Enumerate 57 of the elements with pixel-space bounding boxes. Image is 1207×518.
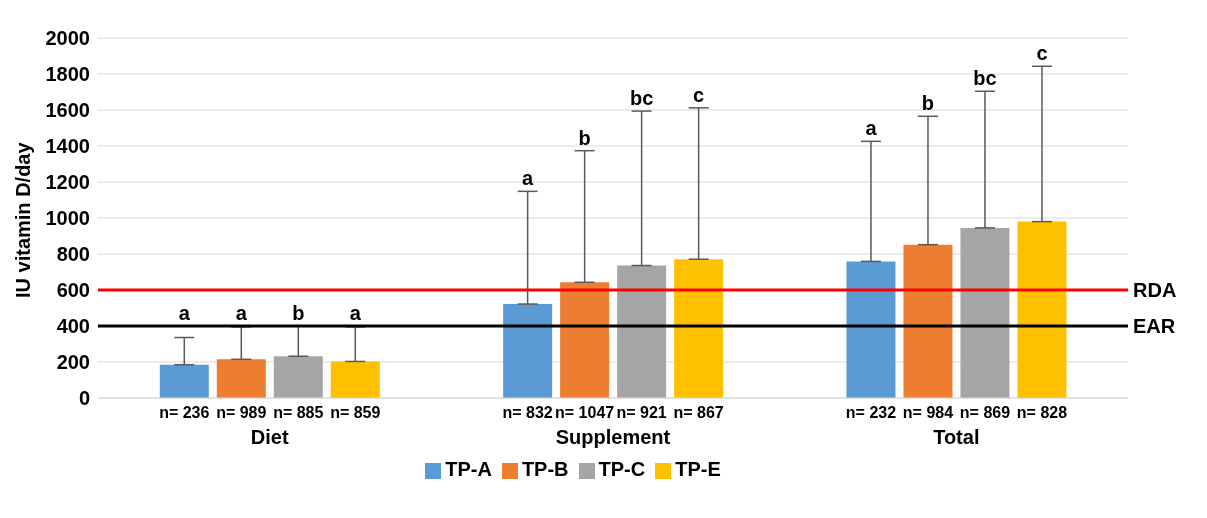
text: n= 921: [616, 404, 667, 421]
annotation: c: [1036, 42, 1048, 65]
x-tick-label: Total: [933, 426, 980, 448]
y-tick-label: 0: [78, 387, 90, 410]
legend-label: TP-C: [598, 458, 646, 480]
annotation: bc: [973, 67, 997, 90]
bar: [617, 265, 667, 398]
annotation: b: [292, 302, 305, 324]
bar: [846, 261, 896, 398]
bar: [674, 259, 724, 398]
legend-label: TP-B: [521, 458, 569, 480]
legend-label: TP-A: [445, 458, 492, 480]
y-tick-label: 1400: [45, 135, 90, 158]
annotation: a: [522, 167, 535, 190]
annotation: bc: [629, 87, 654, 110]
bar: [216, 359, 266, 398]
bar: [1017, 221, 1067, 398]
annotation: c: [693, 83, 705, 106]
y-tick-label: 1000: [45, 207, 90, 230]
y-tick-label: 200: [56, 351, 90, 374]
annotation: b: [921, 92, 935, 115]
y-tick-label: 2000: [45, 27, 90, 50]
bar: [560, 282, 610, 398]
y-tick-label: 1800: [45, 63, 90, 86]
text: n= 885: [273, 404, 324, 421]
bar: [903, 244, 953, 398]
ref-line-label: RDA: [1133, 279, 1177, 302]
bar: [159, 364, 209, 398]
y-tick-label: 800: [56, 243, 90, 266]
bar: [503, 304, 553, 398]
x-tick-label: Supplement: [555, 426, 671, 448]
text: n= 984: [902, 404, 954, 421]
annotation: a: [235, 302, 248, 324]
annotation: a: [349, 302, 362, 324]
y-tick-label: 1200: [45, 171, 90, 194]
y-axis-title: IU vitamin D/day: [12, 141, 35, 298]
annotation: b: [578, 126, 591, 149]
text: n= 236: [159, 404, 210, 421]
text: n= 869: [959, 404, 1011, 421]
bar: [273, 356, 323, 398]
annotation: a: [178, 302, 191, 324]
text: n= 232: [845, 404, 897, 421]
text: n= 859: [330, 404, 381, 421]
text: n= 1047: [555, 404, 615, 421]
legend-label: TP-E: [675, 458, 721, 480]
y-tick-label: 1600: [45, 99, 90, 122]
ref-line-label: EAR: [1133, 315, 1176, 338]
y-tick-label: 600: [56, 279, 90, 302]
text: n= 867: [673, 404, 724, 421]
y-tick-label: 400: [56, 315, 90, 338]
text: n= 828: [1016, 404, 1068, 421]
text: n= 989: [216, 404, 267, 421]
bar: [330, 361, 380, 398]
text: n= 832: [502, 404, 553, 421]
bar: [960, 227, 1010, 398]
x-tick-label: Diet: [250, 426, 289, 448]
annotation: a: [865, 117, 878, 140]
